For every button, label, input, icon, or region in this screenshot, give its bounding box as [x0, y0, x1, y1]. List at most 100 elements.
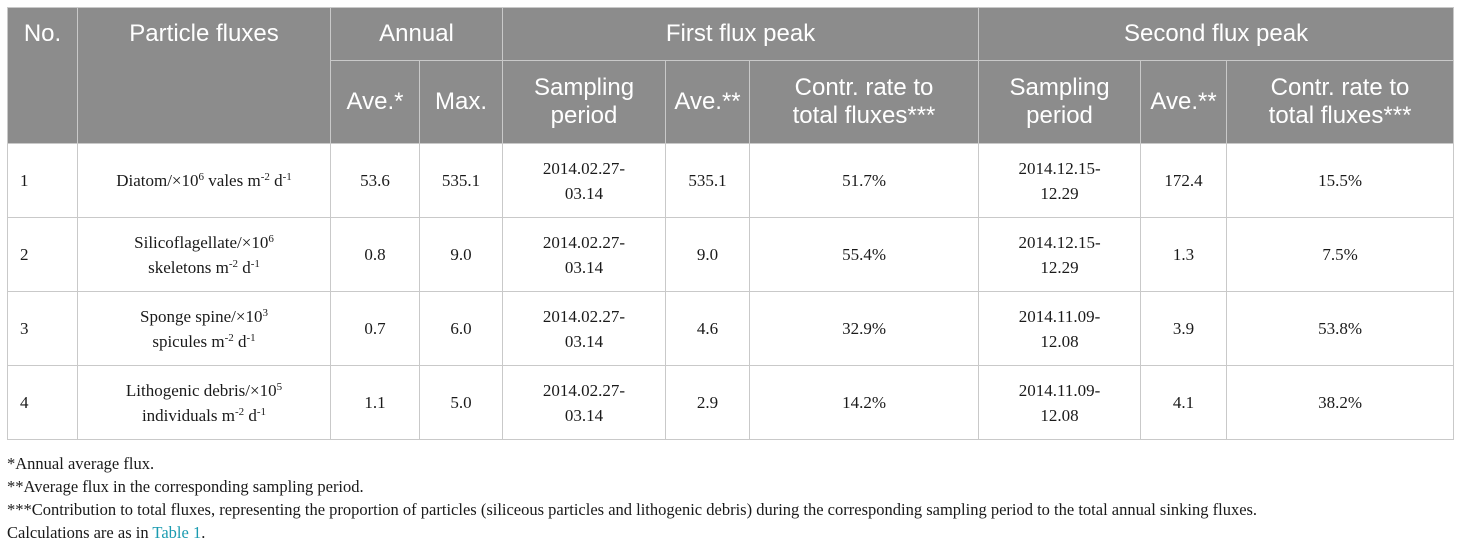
first-peak-contr-cell: 14.2%	[749, 365, 980, 440]
period-start: 2014.02.27-	[542, 158, 626, 178]
header-no: No.	[7, 7, 78, 144]
flux-table-container: No. Particle fluxes Annual First flux pe…	[7, 7, 1455, 440]
annual-ave-cell: 0.7	[330, 291, 420, 366]
flux-name-line1: Lithogenic debris/×10	[125, 380, 277, 400]
footnote-annual-average: *Annual average flux.	[7, 454, 155, 473]
first-peak-period-cell: 2014.02.27- 03.14	[502, 291, 667, 366]
particle-flux-name: Sponge spine/×103 spicules m-2 d-1	[77, 291, 331, 366]
first-peak-contr-cell: 32.9%	[749, 291, 980, 366]
flux-name-time-unit: d	[269, 171, 283, 190]
second-peak-contr-cell: 38.2%	[1226, 365, 1455, 440]
second-peak-period-cell: 2014.12.15- 12.29	[978, 143, 1142, 218]
period-end: 03.14	[564, 331, 604, 351]
flux-name-time-exponent: -1	[282, 171, 292, 183]
first-peak-ave-cell: 4.6	[665, 291, 751, 366]
flux-name-unit-exponent: -2	[260, 171, 270, 183]
first-peak-ave-cell: 535.1	[665, 143, 751, 218]
period-end: 03.14	[564, 183, 604, 203]
second-peak-contr-cell: 53.8%	[1226, 291, 1455, 366]
header-contr-rate-2: Contr. rate to total fluxes***	[1226, 60, 1455, 144]
flux-name-unit-exponent: -2	[228, 257, 238, 270]
flux-name-exponent: 6	[268, 232, 274, 245]
flux-name-time-exponent: -1	[256, 405, 267, 418]
flux-name-exponent: 3	[262, 306, 268, 319]
flux-name-time-unit: d	[244, 405, 257, 425]
period-start: 2014.12.15-	[1018, 232, 1101, 252]
annual-max-cell: 535.1	[418, 143, 504, 218]
flux-name-line1: Sponge spine/×10	[140, 306, 263, 326]
second-peak-contr-cell: 7.5%	[1226, 217, 1455, 292]
row-number: 4	[7, 365, 78, 440]
second-peak-contr-cell: 15.5%	[1226, 143, 1455, 218]
header-row-2: Ave.* Max. Sampling period Ave.** Contr.…	[8, 60, 1455, 144]
period-end: 12.08	[1040, 331, 1079, 351]
table-1-link[interactable]: Table 1	[152, 523, 202, 542]
second-peak-period-cell: 2014.12.15- 12.29	[978, 217, 1142, 292]
particle-flux-name: Silicoflagellate/×106 skeletons m-2 d-1	[77, 217, 331, 292]
annual-max-cell: 5.0	[418, 365, 504, 440]
header-annual-ave: Ave.*	[330, 60, 420, 144]
period-start: 2014.02.27-	[542, 306, 626, 326]
header-ave-period-2: Ave.**	[1140, 60, 1228, 144]
annual-ave-cell: 0.8	[330, 217, 420, 292]
period-end: 03.14	[564, 405, 604, 425]
header-ave-period-1: Ave.**	[665, 60, 751, 144]
annual-max-cell: 9.0	[418, 217, 504, 292]
table-row: 2 Silicoflagellate/×106 skeletons m-2 d-1 0…	[7, 217, 1455, 292]
first-peak-ave-cell: 2.9	[665, 365, 751, 440]
flux-name-time-exponent: -1	[246, 331, 256, 344]
particle-flux-name: Diatom/×106 vales m-2 d-1	[77, 143, 331, 218]
row-number: 1	[7, 143, 78, 218]
footnote-contribution: ***Contribution to total fluxes, represe…	[7, 500, 1258, 519]
annual-ave-cell: 1.1	[330, 365, 420, 440]
flux-name-unit: individuals m	[141, 405, 235, 425]
flux-name-exponent: 6	[198, 171, 205, 183]
period-end: 12.29	[1040, 183, 1079, 203]
second-peak-period-cell: 2014.11.09- 12.08	[978, 291, 1142, 366]
header-row-1: No. Particle fluxes Annual First flux pe…	[7, 7, 1455, 144]
footnote-calculations-prefix: Calculations are as in	[7, 523, 153, 542]
flux-name-time-unit: d	[238, 257, 251, 277]
second-peak-ave-cell: 172.4	[1140, 143, 1228, 218]
header-contr-rate-1: Contr. rate to total fluxes***	[749, 60, 980, 144]
header-first-peak: First flux peak	[502, 7, 980, 61]
table-footnotes: *Annual average flux. **Average flux in …	[7, 452, 1453, 544]
second-peak-ave-cell: 4.1	[1140, 365, 1228, 440]
header-annual-max: Max.	[418, 60, 504, 144]
particle-flux-name: Lithogenic debris/×105 individuals m-2 d-…	[77, 365, 331, 440]
flux-name-unit-exponent: -2	[234, 405, 245, 418]
second-peak-ave-cell: 3.9	[1140, 291, 1228, 366]
first-peak-period-cell: 2014.02.27- 03.14	[502, 143, 667, 218]
period-end: 12.29	[1040, 257, 1079, 277]
flux-name-time-exponent: -1	[250, 257, 260, 270]
footnote-calculations: Calculations are as in Table 1.	[7, 521, 1453, 544]
flux-name-unit: skeletons m	[148, 257, 229, 277]
table-row: 3 Sponge spine/×103 spicules m-2 d-1 0.7 6.0…	[7, 291, 1455, 366]
flux-name-unit: spicules m	[152, 331, 225, 351]
flux-name-line1: Silicoflagellate/×10	[134, 232, 269, 252]
flux-name-exponent: 5	[276, 380, 283, 393]
period-start: 2014.11.09-	[1018, 380, 1101, 400]
flux-name-time-unit: d	[233, 331, 247, 351]
first-peak-period-cell: 2014.02.27- 03.14	[502, 365, 667, 440]
row-number: 3	[7, 291, 78, 366]
header-particle-fluxes: Particle fluxes	[77, 7, 331, 144]
annual-max-cell: 6.0	[418, 291, 504, 366]
period-end: 03.14	[564, 257, 604, 277]
footnote-average-flux: **Average flux in the corresponding samp…	[7, 477, 364, 496]
first-peak-period-cell: 2014.02.27- 03.14	[502, 217, 667, 292]
period-start: 2014.11.09-	[1018, 306, 1101, 326]
particle-flux-table: No. Particle fluxes Annual First flux pe…	[7, 7, 1455, 440]
header-sampling-period-2: Sampling period	[978, 60, 1142, 144]
header-second-peak: Second flux peak	[978, 7, 1455, 61]
second-peak-period-cell: 2014.11.09- 12.08	[978, 365, 1142, 440]
period-start: 2014.02.27-	[542, 380, 626, 400]
footnote-calculations-suffix: .	[201, 523, 206, 542]
flux-name-unit: vales m	[204, 171, 261, 190]
flux-name-unit-exponent: -2	[224, 331, 234, 344]
first-peak-contr-cell: 55.4%	[749, 217, 980, 292]
table-body: 1 Diatom/×106 vales m-2 d-1 53.6 535.1 2014.…	[7, 143, 1455, 440]
row-number: 2	[7, 217, 78, 292]
second-peak-ave-cell: 1.3	[1140, 217, 1228, 292]
table-row: 4 Lithogenic debris/×105 individuals m-2 d…	[7, 365, 1455, 440]
